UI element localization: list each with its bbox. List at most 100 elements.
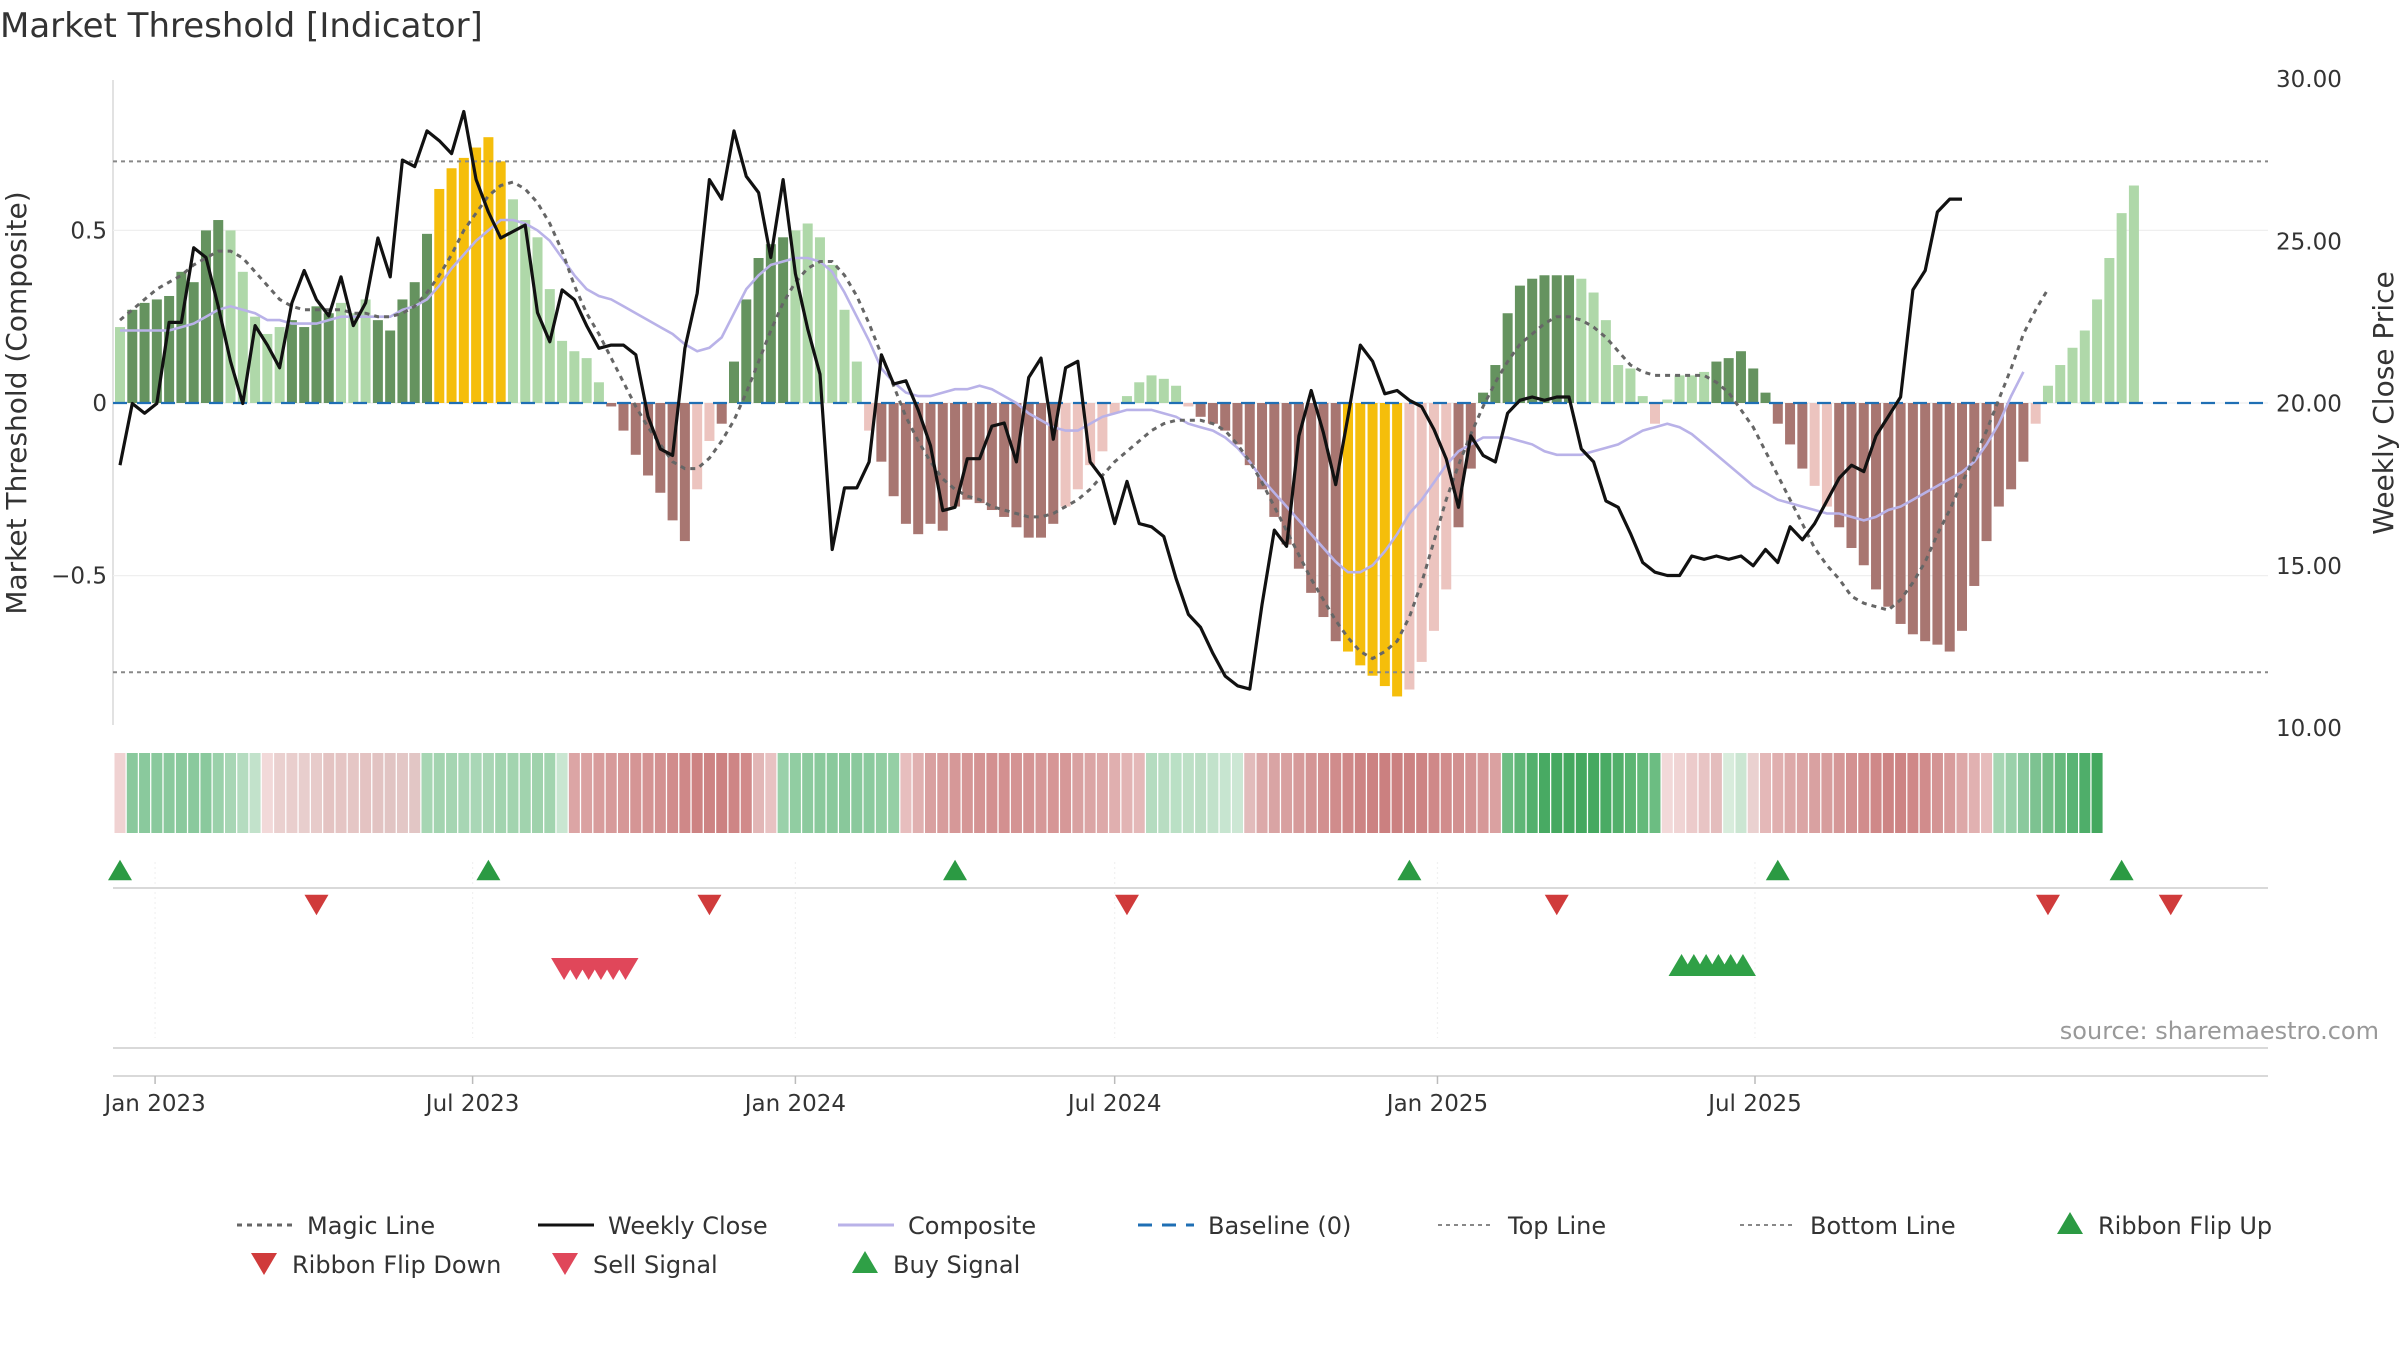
ribbon-cell (1342, 753, 1354, 833)
legend-label: Sell Signal (593, 1251, 718, 1279)
triangle-up-icon (852, 1250, 878, 1274)
ribbon-cell (1256, 753, 1268, 833)
composite-bar (1588, 292, 1599, 403)
composite-bar (1207, 403, 1218, 424)
composite-bar (1392, 403, 1403, 697)
composite-bar (1478, 392, 1489, 403)
composite-bar (127, 309, 138, 403)
composite-bar (1821, 403, 1832, 507)
composite-bar (937, 403, 948, 531)
composite-bar (1772, 403, 1783, 424)
composite-bar (962, 403, 973, 500)
ribbon-cell (1293, 753, 1305, 833)
legend-label: Bottom Line (1810, 1212, 1956, 1240)
ribbon-cell (1477, 753, 1489, 833)
composite-bar (446, 168, 457, 403)
ribbon-cell (1735, 753, 1747, 833)
composite-bar (1723, 358, 1734, 403)
ribbon-cell (274, 753, 286, 833)
ribbon-cell (1010, 753, 1022, 833)
ribbon-cell (1121, 753, 1133, 833)
composite-bar (1564, 275, 1575, 403)
composite-bar (1416, 403, 1427, 662)
composite-bar (1686, 375, 1697, 403)
composite-bar (876, 403, 887, 462)
ribbon-cell (1993, 753, 2005, 833)
y-axis-right-title: Weekly Close Price (2367, 271, 2400, 534)
composite-bar (1539, 275, 1550, 403)
y-right-tick-label: 30.00 (2276, 67, 2342, 93)
composite-bar (1146, 375, 1157, 403)
composite-bar (1662, 399, 1673, 403)
ribbon-flip-down-marker (1544, 894, 1569, 916)
ribbon-flip-up-marker (2109, 859, 2134, 881)
composite-bar (1944, 403, 1955, 652)
ribbon-flip-up-marker (476, 859, 501, 881)
composite-bar (409, 282, 420, 403)
composite-bar (888, 403, 899, 497)
ribbon-cell (1133, 753, 1145, 833)
ribbon-cell (188, 753, 200, 833)
ribbon-cell (1858, 753, 1870, 833)
composite-bar (1121, 396, 1132, 403)
composite-bar (1085, 403, 1096, 466)
ribbon-cell (1931, 753, 1943, 833)
ribbon-cell (1833, 753, 1845, 833)
composite-bar (250, 316, 261, 403)
composite-bar (1957, 403, 1967, 631)
composite-bar (814, 237, 825, 403)
x-tick-label: Jul 2024 (1066, 1091, 1162, 1117)
ribbon-cell (310, 753, 322, 833)
ribbon-cell (175, 753, 187, 833)
ribbon-cell (1526, 753, 1538, 833)
composite-bar (2042, 385, 2053, 403)
ribbon-cell (1870, 753, 1882, 833)
ribbon-cell (1391, 753, 1403, 833)
composite-bar (839, 309, 850, 403)
composite-bar (1343, 403, 1353, 652)
ribbon-cell (1502, 753, 1514, 833)
y-left-tick-label: 0.5 (70, 218, 107, 244)
composite-bar (225, 230, 236, 403)
ribbon-cell (1686, 753, 1698, 833)
composite-bar (1932, 403, 1943, 645)
ribbon-cell (286, 753, 298, 833)
composite-bar (336, 302, 347, 403)
ribbon-cell (642, 753, 654, 833)
composite-bar (1023, 403, 1034, 538)
ribbon-cell (2042, 753, 2054, 833)
composite-bar (1379, 403, 1390, 687)
ribbon-cell (372, 753, 384, 833)
legend-label: Baseline (0) (1208, 1212, 1351, 1240)
ribbon-cell (2005, 753, 2017, 833)
composite-bar (422, 233, 432, 403)
composite-bar (1576, 278, 1587, 403)
composite-bar (532, 237, 543, 403)
composite-bar (1048, 403, 1059, 524)
composite-bar (1993, 403, 2004, 507)
composite-bar (471, 147, 482, 403)
composite-bar (1613, 365, 1624, 403)
legend-label: Ribbon Flip Up (2098, 1212, 2272, 1240)
composite-bar (1183, 403, 1194, 407)
ribbon-cell (360, 753, 372, 833)
ribbon-cell (802, 753, 814, 833)
ribbon-cell (1661, 753, 1673, 833)
ribbon-cell (1428, 753, 1440, 833)
triangle-up-icon (2057, 1211, 2083, 1235)
composite-bar (299, 327, 310, 403)
composite-bar (1428, 403, 1439, 631)
right-axis-ticks: 30.00 25.00 20.00 15.00 10.00 (2276, 67, 2342, 742)
legend-label: Buy Signal (893, 1251, 1020, 1279)
composite-bar (1527, 278, 1538, 403)
ribbon-cell (1845, 753, 1857, 833)
composite-bar (1760, 392, 1771, 403)
y-right-tick-label: 10.00 (2276, 716, 2342, 742)
ribbon-cell (163, 753, 175, 833)
composite-bar (544, 289, 555, 403)
ribbon-flip-down-marker (697, 894, 722, 916)
composite-bar (1195, 403, 1206, 417)
ribbon-cell (396, 753, 408, 833)
composite-bar (2067, 347, 2078, 403)
